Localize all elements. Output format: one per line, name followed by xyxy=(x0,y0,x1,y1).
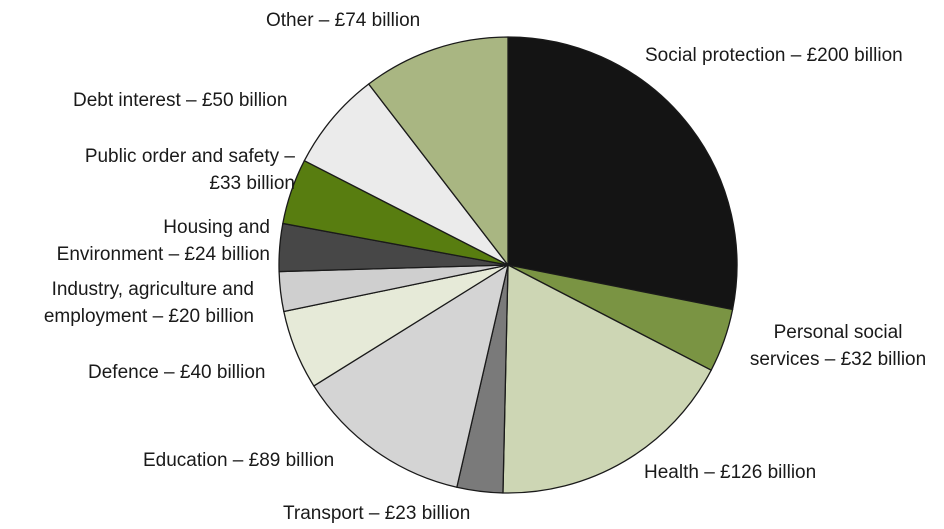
label-line: £33 billion xyxy=(209,173,295,194)
label-line: Social protection – £200 billion xyxy=(645,45,903,66)
label-line: Debt interest – £50 billion xyxy=(73,90,288,111)
pie-slices xyxy=(278,36,738,494)
pie-slice-2 xyxy=(502,264,712,494)
label-debt-interest: Debt interest – £50 billion xyxy=(73,87,287,114)
pie-slice-4 xyxy=(313,264,509,488)
label-line: Housing and xyxy=(163,217,270,238)
label-defence: Defence – £40 billion xyxy=(88,359,265,386)
label-education: Education – £89 billion xyxy=(143,447,334,474)
label-social-protection: Social protection – £200 billion xyxy=(645,42,903,69)
label-transport: Transport – £23 billion xyxy=(283,500,470,527)
label-line: Education – £89 billion xyxy=(143,450,335,471)
label-line: Public order and safety – xyxy=(84,146,295,167)
label-line: Transport – £23 billion xyxy=(283,503,471,524)
label-personal-social-services: Personal social services – £32 billion xyxy=(738,319,938,373)
label-public-order-safety: Public order and safety – £33 billion xyxy=(40,143,295,197)
label-line: Industry, agriculture and xyxy=(51,279,254,300)
pie-slice-10 xyxy=(368,36,509,266)
label-line: Health – £126 billion xyxy=(644,462,817,483)
label-housing-environment: Housing and Environment – £24 billion xyxy=(20,214,270,268)
label-line: Other – £74 billion xyxy=(266,10,421,31)
label-line: employment – £20 billion xyxy=(43,306,254,327)
label-health: Health – £126 billion xyxy=(644,459,816,486)
label-line: Personal social xyxy=(773,322,903,343)
pie-slice-0 xyxy=(507,36,738,311)
label-line: services – £32 billion xyxy=(749,349,927,370)
label-industry-agriculture-employment: Industry, agriculture and employment – £… xyxy=(4,276,254,330)
pie-slice-9 xyxy=(303,83,509,266)
label-line: Defence – £40 billion xyxy=(88,362,266,383)
label-other: Other – £74 billion xyxy=(266,7,420,34)
label-line: Environment – £24 billion xyxy=(56,244,270,265)
